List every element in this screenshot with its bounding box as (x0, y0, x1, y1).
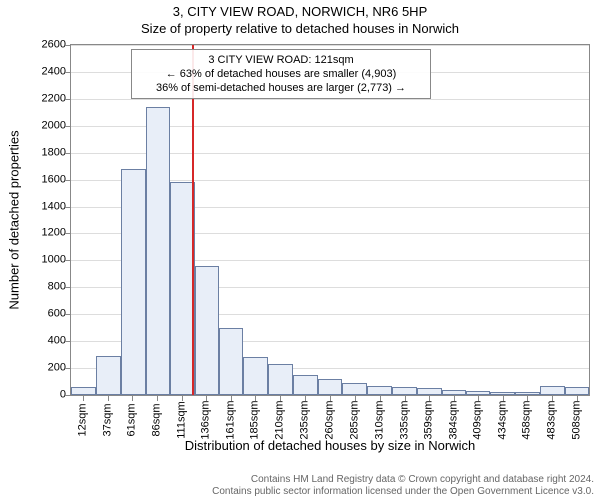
x-tick-label: 260sqm (325, 400, 336, 439)
annotation-box: 3 CITY VIEW ROAD: 121sqm ← 63% of detach… (131, 49, 431, 99)
x-tick-label: 210sqm (275, 400, 286, 439)
x-tick-label: 235sqm (300, 400, 311, 439)
histogram-bar (392, 387, 417, 395)
histogram-bar (515, 392, 540, 395)
histogram-bar (466, 391, 490, 395)
histogram-bar (442, 390, 467, 395)
histogram-bar (342, 383, 367, 395)
x-tick-label: 335sqm (399, 400, 410, 439)
x-tick-label: 37sqm (102, 403, 113, 436)
gridline (71, 45, 589, 46)
histogram-bar (540, 386, 565, 395)
y-tick-label: 2400 (6, 66, 66, 77)
x-tick-label: 409sqm (473, 400, 484, 439)
histogram-bar (417, 388, 442, 395)
chart-title-line2: Size of property relative to detached ho… (0, 21, 600, 36)
x-tick-label: 508sqm (572, 400, 583, 439)
y-tick-label: 1600 (6, 174, 66, 185)
x-tick-mark (108, 396, 109, 401)
y-tick-label: 200 (6, 363, 66, 374)
y-tick-label: 1200 (6, 228, 66, 239)
x-tick-label: 61sqm (126, 403, 137, 436)
page-root: 3, CITY VIEW ROAD, NORWICH, NR6 5HP Size… (0, 0, 600, 500)
annotation-line-2: ← 63% of detached houses are smaller (4,… (138, 67, 424, 81)
histogram-bar (318, 379, 342, 395)
y-tick-label: 600 (6, 309, 66, 320)
footer-attribution: Contains HM Land Registry data © Crown c… (212, 474, 594, 498)
histogram-bar (293, 375, 318, 395)
y-tick-label: 800 (6, 282, 66, 293)
chart-title-line1: 3, CITY VIEW ROAD, NORWICH, NR6 5HP (0, 4, 600, 19)
histogram-bar (219, 328, 243, 395)
x-tick-label: 185sqm (250, 400, 261, 439)
histogram-bar (96, 356, 121, 395)
histogram-bar (121, 169, 146, 395)
x-tick-mark (83, 396, 84, 401)
annotation-line-1: 3 CITY VIEW ROAD: 121sqm (138, 53, 424, 67)
x-axis-label: Distribution of detached houses by size … (70, 438, 590, 453)
x-tick-mark (132, 396, 133, 401)
x-tick-label: 458sqm (522, 400, 533, 439)
x-tick-label: 12sqm (77, 403, 88, 436)
footer-line-2: Contains public sector information licen… (212, 486, 594, 498)
histogram-bar (195, 266, 220, 395)
histogram-bar (146, 107, 170, 395)
x-tick-label: 384sqm (448, 400, 459, 439)
histogram-bar (268, 364, 293, 395)
histogram-bar (71, 387, 96, 395)
annotation-line-3: 36% of semi-detached houses are larger (… (138, 81, 424, 95)
x-tick-label: 111sqm (176, 401, 187, 439)
histogram-bar (243, 357, 268, 395)
x-tick-label: 136sqm (201, 400, 212, 439)
x-tick-mark (157, 396, 158, 401)
x-tick-label: 434sqm (498, 400, 509, 439)
y-tick-label: 400 (6, 336, 66, 347)
x-tick-label: 86sqm (151, 403, 162, 436)
histogram-bar (565, 387, 589, 395)
y-tick-label: 2600 (6, 40, 66, 51)
footer-line-1: Contains HM Land Registry data © Crown c… (212, 474, 594, 486)
histogram-bar (490, 392, 515, 395)
x-tick-label: 285sqm (349, 400, 360, 439)
y-tick-label: 1400 (6, 201, 66, 212)
histogram-bar (367, 386, 392, 395)
x-tick-label: 161sqm (226, 400, 237, 439)
y-tick-label: 2000 (6, 120, 66, 131)
x-tick-label: 310sqm (374, 400, 385, 439)
plot-area: 3 CITY VIEW ROAD: 121sqm ← 63% of detach… (70, 44, 590, 396)
x-tick-label: 359sqm (423, 400, 434, 439)
y-tick-label: 1800 (6, 147, 66, 158)
y-tick-label: 1000 (6, 255, 66, 266)
y-tick-label: 2200 (6, 93, 66, 104)
y-tick-label: 0 (6, 390, 66, 401)
x-tick-label: 483sqm (547, 400, 558, 439)
